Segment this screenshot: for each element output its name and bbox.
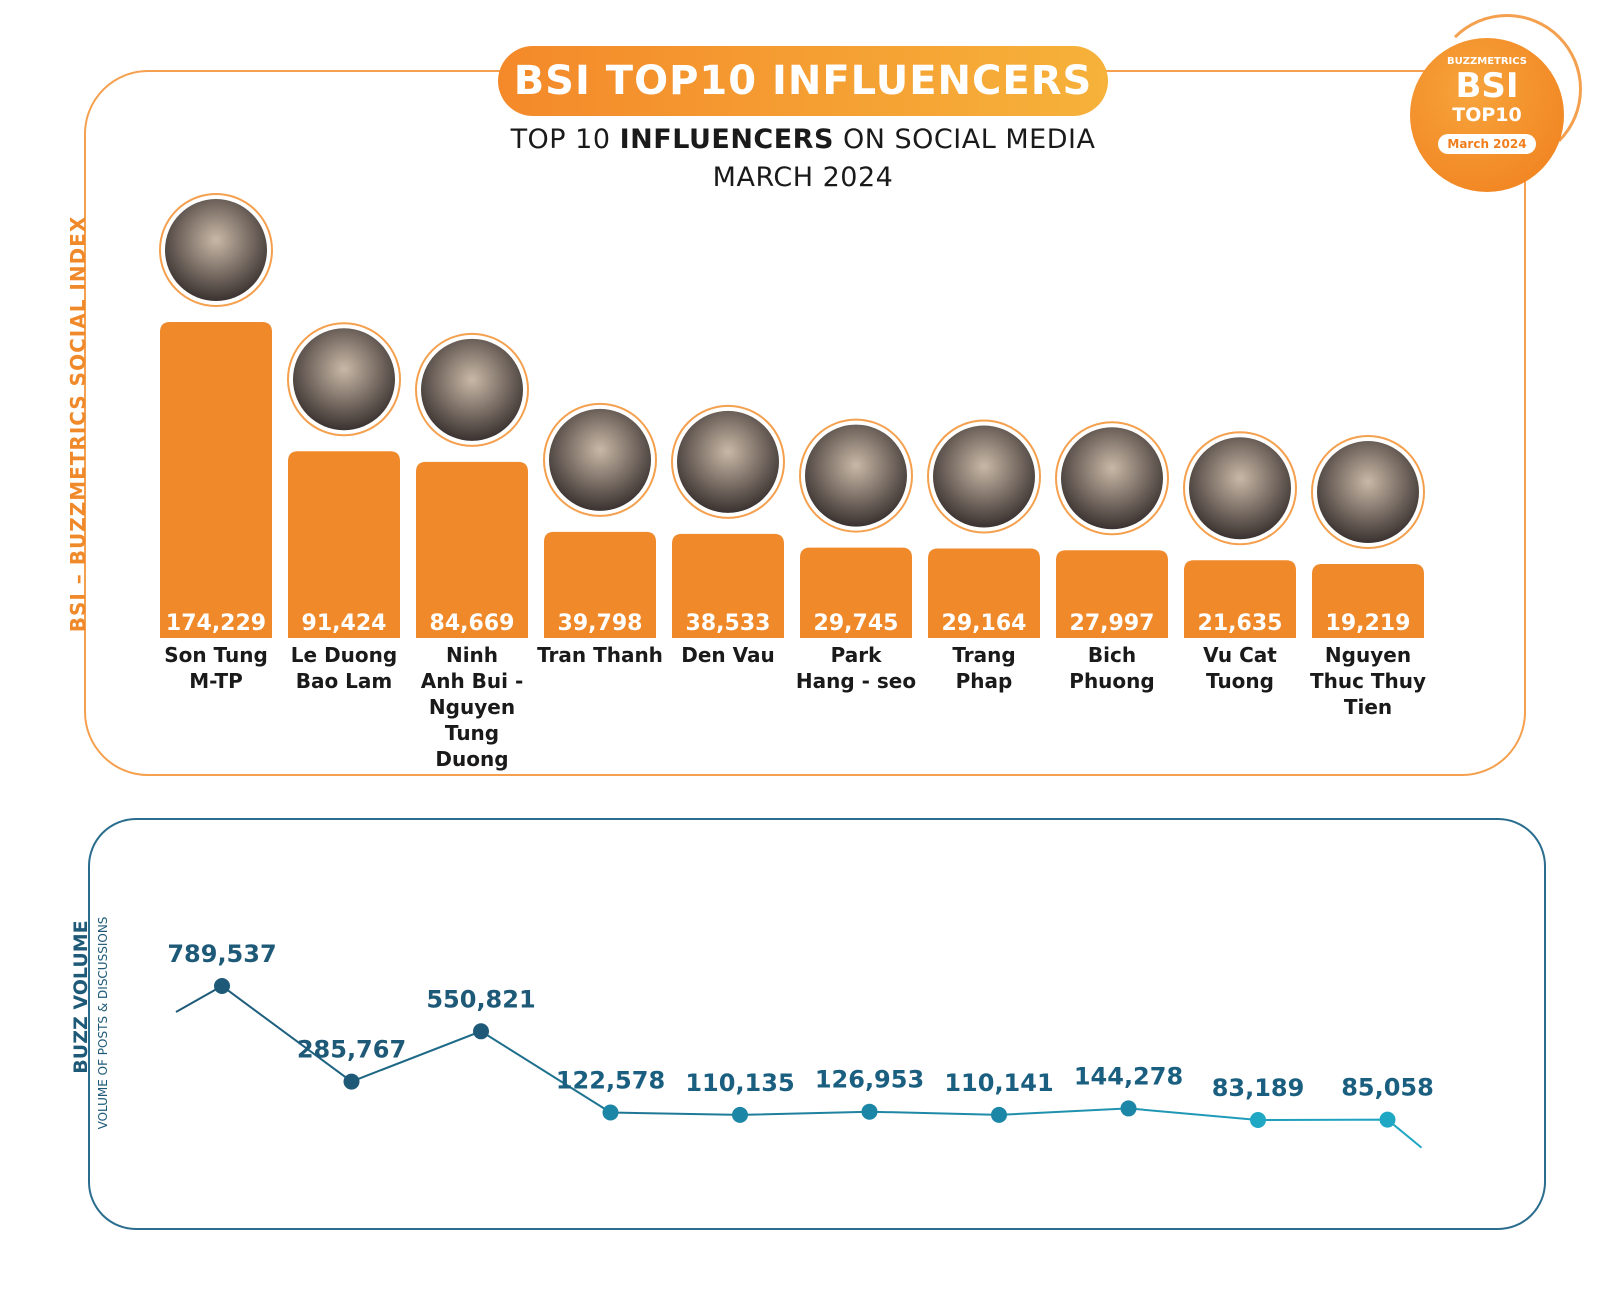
buzz-point	[602, 1104, 619, 1121]
bar	[672, 533, 784, 638]
avatar	[677, 410, 779, 513]
category-label: Duong	[435, 747, 508, 771]
category-label: Tran Thanh	[537, 643, 663, 667]
avatar	[1061, 427, 1163, 530]
bar-value-label: 21,635	[1198, 611, 1283, 636]
bar	[1184, 560, 1296, 638]
bar-value-label: 27,997	[1070, 611, 1155, 636]
bar-value-label: 84,669	[430, 611, 515, 636]
avatar	[421, 338, 523, 441]
buzz-value-label: 122,578	[556, 1067, 665, 1095]
badge-bsi: BSI	[1455, 66, 1519, 106]
avatar	[805, 424, 907, 527]
bar	[1056, 550, 1168, 638]
category-label: Bich	[1088, 643, 1136, 667]
avatar	[165, 199, 267, 301]
buzz-point	[1120, 1100, 1137, 1117]
category-label: Nguyen	[429, 695, 515, 719]
buzz-point	[343, 1073, 360, 1090]
badge-arc	[1432, 14, 1582, 164]
buzz-point	[1250, 1112, 1266, 1128]
category-label: Vu Cat	[1203, 643, 1277, 667]
chart-subtitle: TOP 10 INFLUENCERS ON SOCIAL MEDIA	[510, 124, 1096, 155]
buzz-point	[991, 1106, 1007, 1123]
bar	[928, 548, 1040, 638]
avatar	[1189, 437, 1291, 540]
buzz-value-label: 789,537	[167, 940, 276, 968]
category-label: Phuong	[1069, 669, 1154, 693]
bar	[160, 322, 272, 638]
category-label: Den Vau	[681, 643, 775, 667]
buzz-point	[214, 978, 230, 994]
category-label: Ninh	[446, 643, 498, 667]
buzz-value-label: 110,135	[685, 1069, 794, 1097]
chart-month: MARCH 2024	[712, 162, 894, 193]
category-label: M-TP	[189, 669, 243, 693]
avatar	[549, 408, 651, 511]
badge-top10: TOP10	[1452, 104, 1522, 126]
bar	[544, 531, 656, 638]
bar-value-label: 91,424	[302, 611, 387, 636]
badge-month: March 2024	[1438, 134, 1536, 154]
bsi-top10-badge: BUZZMETRICS BSI TOP10 March 2024	[1410, 38, 1564, 192]
buzz-value-label: 83,189	[1212, 1074, 1305, 1102]
category-label: Anh Bui -	[421, 669, 524, 693]
buzz-value-label: 550,821	[426, 985, 535, 1013]
avatar	[293, 328, 395, 431]
buzz-point	[861, 1103, 878, 1120]
bar	[416, 461, 528, 638]
buzz-point	[1379, 1111, 1396, 1128]
buzz-point	[732, 1106, 748, 1123]
avatar	[933, 425, 1035, 528]
category-label: Phap	[956, 669, 1013, 693]
page-title: BSI TOP10 INFLUENCERS	[498, 46, 1108, 116]
buzz-value-label: 285,767	[297, 1036, 406, 1064]
bar-value-label: 39,798	[558, 611, 643, 636]
bar	[288, 451, 400, 638]
bar	[800, 547, 912, 638]
category-label: Nguyen	[1325, 643, 1411, 667]
buzz-series-line	[175, 984, 1423, 1149]
buzz-panel-frame	[88, 818, 1546, 1230]
buzz-point	[473, 1023, 489, 1040]
buzz-value-label: 110,141	[944, 1069, 1053, 1097]
category-label: Park	[831, 643, 882, 667]
buzz-value-label: 126,953	[815, 1066, 924, 1094]
category-label: Son Tung	[164, 643, 268, 667]
bar-value-label: 19,219	[1326, 611, 1411, 636]
bar-value-label: 38,533	[686, 611, 771, 636]
category-label: Bao Lam	[296, 669, 393, 693]
category-label: Hang - seo	[796, 669, 916, 693]
buzz-value-label: 144,278	[1074, 1062, 1183, 1090]
category-label: Tuong	[1206, 669, 1274, 693]
category-label: Le Duong	[291, 643, 397, 667]
category-label: Tien	[1344, 695, 1392, 719]
category-label: Tung	[445, 721, 499, 745]
bar-value-label: 29,164	[942, 611, 1027, 636]
bar	[1312, 563, 1424, 638]
category-label: Thuc Thuy	[1310, 669, 1426, 693]
badge-brand: BUZZMETRICS	[1447, 56, 1527, 67]
bar-value-label: 29,745	[814, 611, 899, 636]
buzz-value-label: 85,058	[1341, 1074, 1434, 1102]
bar-value-label: 174,229	[166, 611, 266, 636]
avatar	[1317, 440, 1419, 543]
category-label: Trang	[952, 643, 1015, 667]
